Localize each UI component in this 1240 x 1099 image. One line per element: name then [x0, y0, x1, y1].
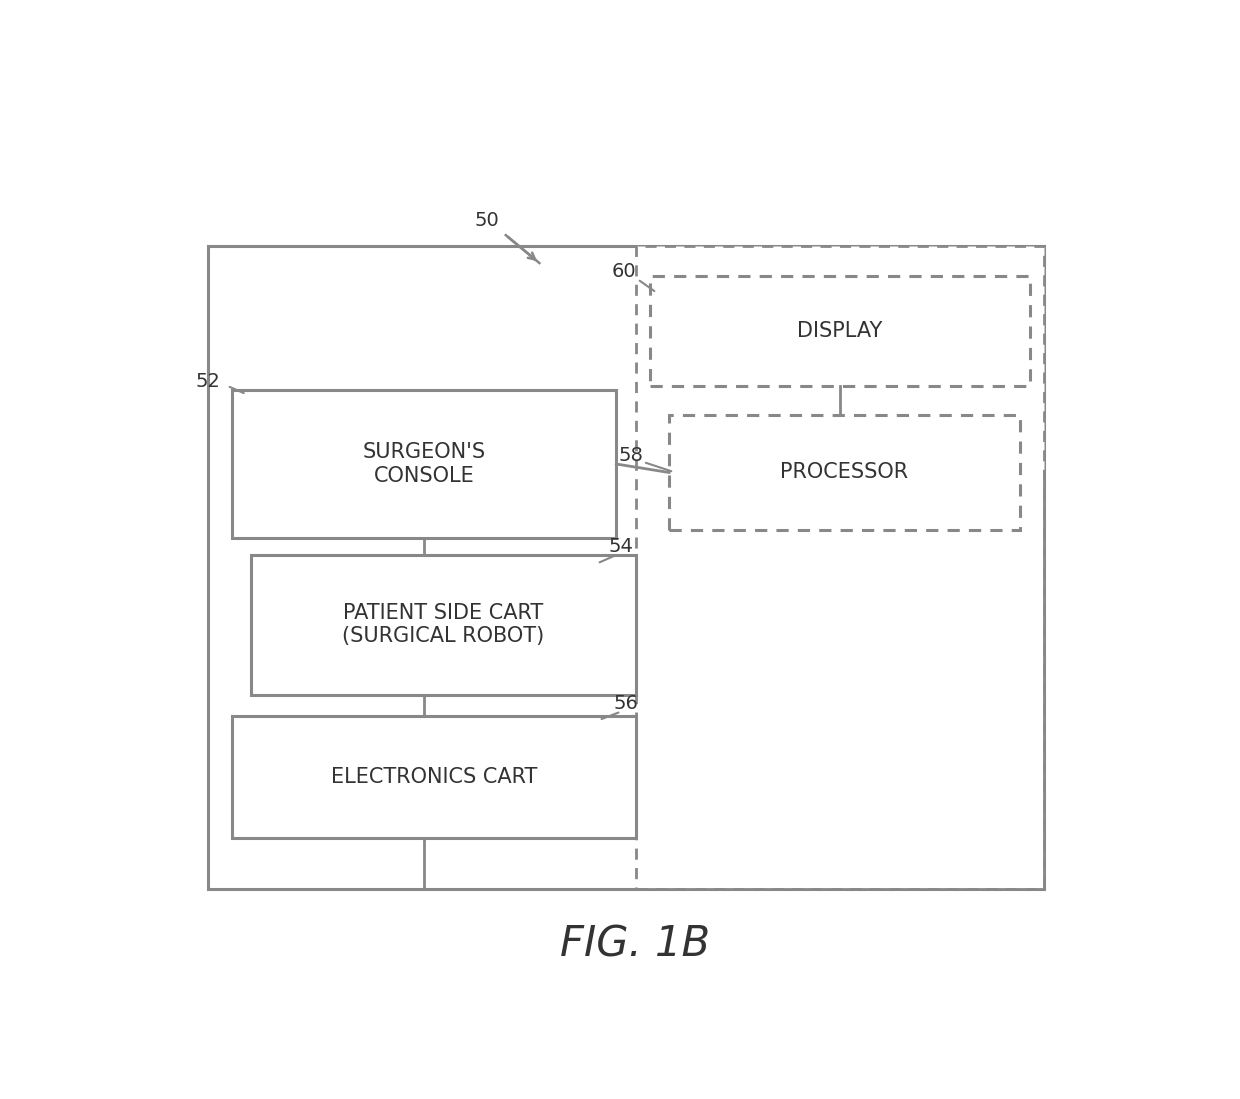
Text: 52: 52	[196, 373, 221, 391]
Bar	[232, 715, 635, 839]
Bar	[635, 246, 1044, 889]
Text: 56: 56	[614, 693, 639, 712]
Text: 54: 54	[609, 537, 634, 556]
Text: DISPLAY: DISPLAY	[797, 321, 883, 341]
Bar	[232, 390, 616, 539]
Text: ELECTRONICS CART: ELECTRONICS CART	[331, 767, 537, 787]
Text: PATIENT SIDE CART
(SURGICAL ROBOT): PATIENT SIDE CART (SURGICAL ROBOT)	[342, 603, 544, 646]
Text: 50: 50	[474, 211, 498, 230]
Bar	[208, 246, 1044, 889]
Bar	[650, 276, 1029, 386]
Text: PROCESSOR: PROCESSOR	[780, 463, 909, 482]
Text: 60: 60	[611, 262, 636, 281]
Text: 58: 58	[619, 445, 644, 465]
Text: FIG. 1B: FIG. 1B	[560, 923, 711, 965]
Bar	[670, 415, 1019, 530]
Bar	[250, 555, 635, 695]
Text: SURGEON'S
CONSOLE: SURGEON'S CONSOLE	[362, 443, 486, 486]
